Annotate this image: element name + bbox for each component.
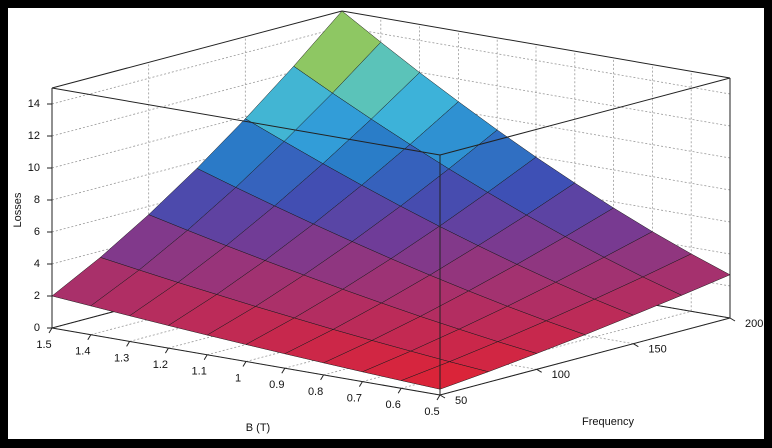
z-tick-label: 8	[34, 194, 40, 206]
x-tick-label: 1.2	[153, 359, 168, 371]
z-tick-label: 2	[34, 290, 40, 302]
tick-mark	[164, 347, 169, 354]
y-tick-label: 50	[455, 395, 467, 407]
y-tick-label: 150	[648, 344, 666, 356]
x-tick-label: 0.6	[386, 399, 401, 411]
z-tick-label: 12	[28, 130, 40, 142]
surface-patch	[400, 361, 490, 390]
box-edge	[439, 317, 731, 396]
x-tick-label: 1.3	[114, 352, 129, 364]
tick-mark	[358, 381, 363, 387]
z-tick-label: 14	[28, 98, 40, 110]
labels: Losses B (T) Frequency 0.5 0.6 0.7 0.8 0.9 1 1…	[12, 98, 763, 434]
tick-mark	[242, 361, 247, 367]
x-tick-label: 1.1	[192, 366, 207, 378]
z-axis-label: Losses	[12, 192, 24, 227]
tick-mark	[87, 334, 92, 340]
box-edge	[341, 10, 731, 79]
x-tick-label: 0.7	[347, 393, 362, 405]
z-tick-label: 10	[28, 162, 40, 174]
tick-mark	[536, 368, 542, 373]
tick-mark	[633, 343, 639, 348]
x-axis-label: B (T)	[246, 422, 270, 434]
y-tick-label: 100	[552, 369, 570, 381]
z-tick-label: 0	[34, 322, 40, 334]
tick-mark	[48, 327, 53, 334]
tick-mark	[436, 394, 441, 401]
surface	[51, 10, 731, 390]
x-tick-label: 0.9	[269, 379, 284, 391]
x-tick-label: 0.8	[308, 386, 323, 398]
box-edge	[51, 10, 343, 89]
tick-mark	[203, 354, 208, 361]
box-edge	[439, 77, 731, 156]
tick-mark	[126, 341, 131, 347]
box-edge	[51, 87, 441, 156]
z-tick-label: 6	[34, 226, 40, 238]
x-tick-label: 1.5	[36, 339, 51, 351]
tick-mark	[397, 388, 402, 394]
x-tick-label: 0.5	[424, 406, 439, 418]
x-tick-label: 1	[235, 372, 241, 384]
y-tick-label: 200	[745, 318, 763, 330]
tick-mark	[729, 317, 736, 322]
tick-mark	[439, 394, 446, 399]
y-axis-label: Frequency	[582, 416, 634, 428]
x-tick-label: 1.4	[75, 346, 90, 358]
z-tick-label: 4	[34, 258, 40, 270]
grid-line	[341, 26, 731, 95]
tick-mark	[320, 374, 325, 381]
axes-front	[47, 77, 736, 401]
tick-mark	[281, 367, 286, 374]
